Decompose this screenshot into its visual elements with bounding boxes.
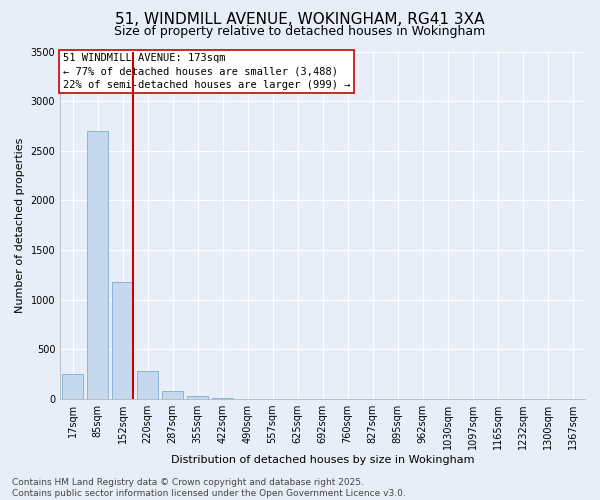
Bar <box>162 391 183 399</box>
X-axis label: Distribution of detached houses by size in Wokingham: Distribution of detached houses by size … <box>171 455 475 465</box>
Bar <box>137 372 158 399</box>
Y-axis label: Number of detached properties: Number of detached properties <box>15 138 25 313</box>
Bar <box>87 131 108 399</box>
Text: 51, WINDMILL AVENUE, WOKINGHAM, RG41 3XA: 51, WINDMILL AVENUE, WOKINGHAM, RG41 3XA <box>115 12 485 28</box>
Bar <box>112 282 133 399</box>
Text: Contains HM Land Registry data © Crown copyright and database right 2025.
Contai: Contains HM Land Registry data © Crown c… <box>12 478 406 498</box>
Bar <box>187 396 208 399</box>
Bar <box>212 398 233 399</box>
Bar <box>62 374 83 399</box>
Text: 51 WINDMILL AVENUE: 173sqm
← 77% of detached houses are smaller (3,488)
22% of s: 51 WINDMILL AVENUE: 173sqm ← 77% of deta… <box>63 53 350 90</box>
Text: Size of property relative to detached houses in Wokingham: Size of property relative to detached ho… <box>115 25 485 38</box>
